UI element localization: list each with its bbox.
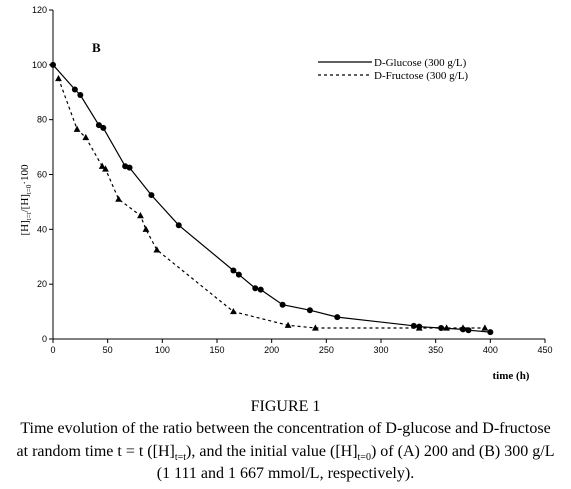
glucose-point bbox=[126, 164, 133, 171]
x-tick-label: 100 bbox=[155, 345, 170, 355]
glucose-point bbox=[50, 61, 56, 68]
glucose-point bbox=[410, 322, 417, 329]
figure-title: FIGURE 1 bbox=[250, 398, 321, 415]
fructose-point bbox=[284, 321, 292, 328]
x-axis-label: time (h) bbox=[493, 370, 530, 382]
glucose-point bbox=[334, 314, 341, 321]
x-tick-label: 200 bbox=[264, 345, 279, 355]
legend: D-Glucose (300 g/L)D-Fructose (300 g/L) bbox=[318, 57, 468, 82]
glucose-point bbox=[235, 271, 242, 278]
glucose-point bbox=[465, 327, 472, 334]
glucose-fructose-chart: 0 20 40 60 80 100 120 0 50 100 150 200 250 300 350 400 4… bbox=[19, 5, 553, 382]
legend-label-glucose: D-Glucose (300 g/L) bbox=[374, 57, 467, 69]
glucose-point bbox=[279, 301, 286, 308]
glucose-point bbox=[487, 329, 494, 336]
fructose-point bbox=[73, 125, 81, 132]
axes bbox=[49, 9, 546, 343]
x-tick-label: 350 bbox=[428, 345, 443, 355]
glucose-point bbox=[438, 325, 445, 332]
y-tick-label: 20 bbox=[37, 279, 47, 289]
x-tick-label: 400 bbox=[483, 345, 498, 355]
fructose-point bbox=[312, 324, 319, 331]
x-tick-label: 150 bbox=[209, 345, 224, 355]
tick-labels: 0 20 40 60 80 100 120 0 50 100 150 200 250 300 350 400 4… bbox=[32, 5, 553, 355]
x-tick-label: 300 bbox=[373, 345, 388, 355]
caption-line-2: at random time t = t ([H]t=t), and the i… bbox=[16, 443, 555, 464]
glucose-point bbox=[148, 192, 155, 199]
fructose-point bbox=[137, 212, 144, 219]
y-tick-label: 120 bbox=[32, 5, 47, 15]
panel-label: B bbox=[92, 40, 101, 55]
fructose-point bbox=[459, 324, 467, 331]
legend-label-fructose: D-Fructose (300 g/L) bbox=[374, 70, 468, 82]
glucose-point bbox=[95, 122, 102, 129]
y-tick-label: 40 bbox=[37, 224, 47, 234]
glucose-point bbox=[175, 222, 182, 229]
glucose-point bbox=[306, 307, 313, 314]
series-markers bbox=[50, 61, 494, 336]
fructose-point bbox=[82, 133, 90, 141]
y-tick-label: 0 bbox=[42, 334, 47, 344]
glucose-point bbox=[100, 124, 107, 131]
glucose-point bbox=[71, 86, 78, 93]
fructose-point bbox=[142, 225, 150, 232]
y-tick-label: 80 bbox=[37, 115, 47, 125]
x-tick-label: 0 bbox=[50, 345, 55, 355]
glucose-point bbox=[252, 285, 259, 292]
fructose-point bbox=[98, 162, 106, 169]
series-line-fructose bbox=[57, 78, 485, 329]
fructose-point bbox=[443, 324, 450, 331]
fructose-point bbox=[481, 324, 489, 331]
x-tick-label: 50 bbox=[103, 345, 113, 355]
fructose-point bbox=[230, 307, 237, 315]
x-tick-label: 450 bbox=[537, 345, 552, 355]
x-tick-label: 250 bbox=[319, 345, 334, 355]
glucose-point bbox=[77, 91, 84, 98]
fructose-point bbox=[102, 165, 109, 172]
glucose-point bbox=[230, 267, 237, 274]
fructose-point bbox=[153, 246, 161, 253]
caption-line-1: Time evolution of the ratio between the … bbox=[20, 420, 551, 437]
y-tick-label: 100 bbox=[32, 60, 47, 70]
y-tick-label: 60 bbox=[37, 170, 47, 180]
y-axis-label: [H]t=t/[H]t=0·100 bbox=[19, 164, 33, 236]
glucose-point bbox=[257, 286, 264, 293]
fructose-point bbox=[415, 324, 423, 331]
fructose-point bbox=[115, 195, 122, 202]
fructose-point bbox=[55, 74, 62, 82]
caption-line-3: (1 111 and 1 667 mmol/L, respectively). bbox=[156, 465, 415, 482]
